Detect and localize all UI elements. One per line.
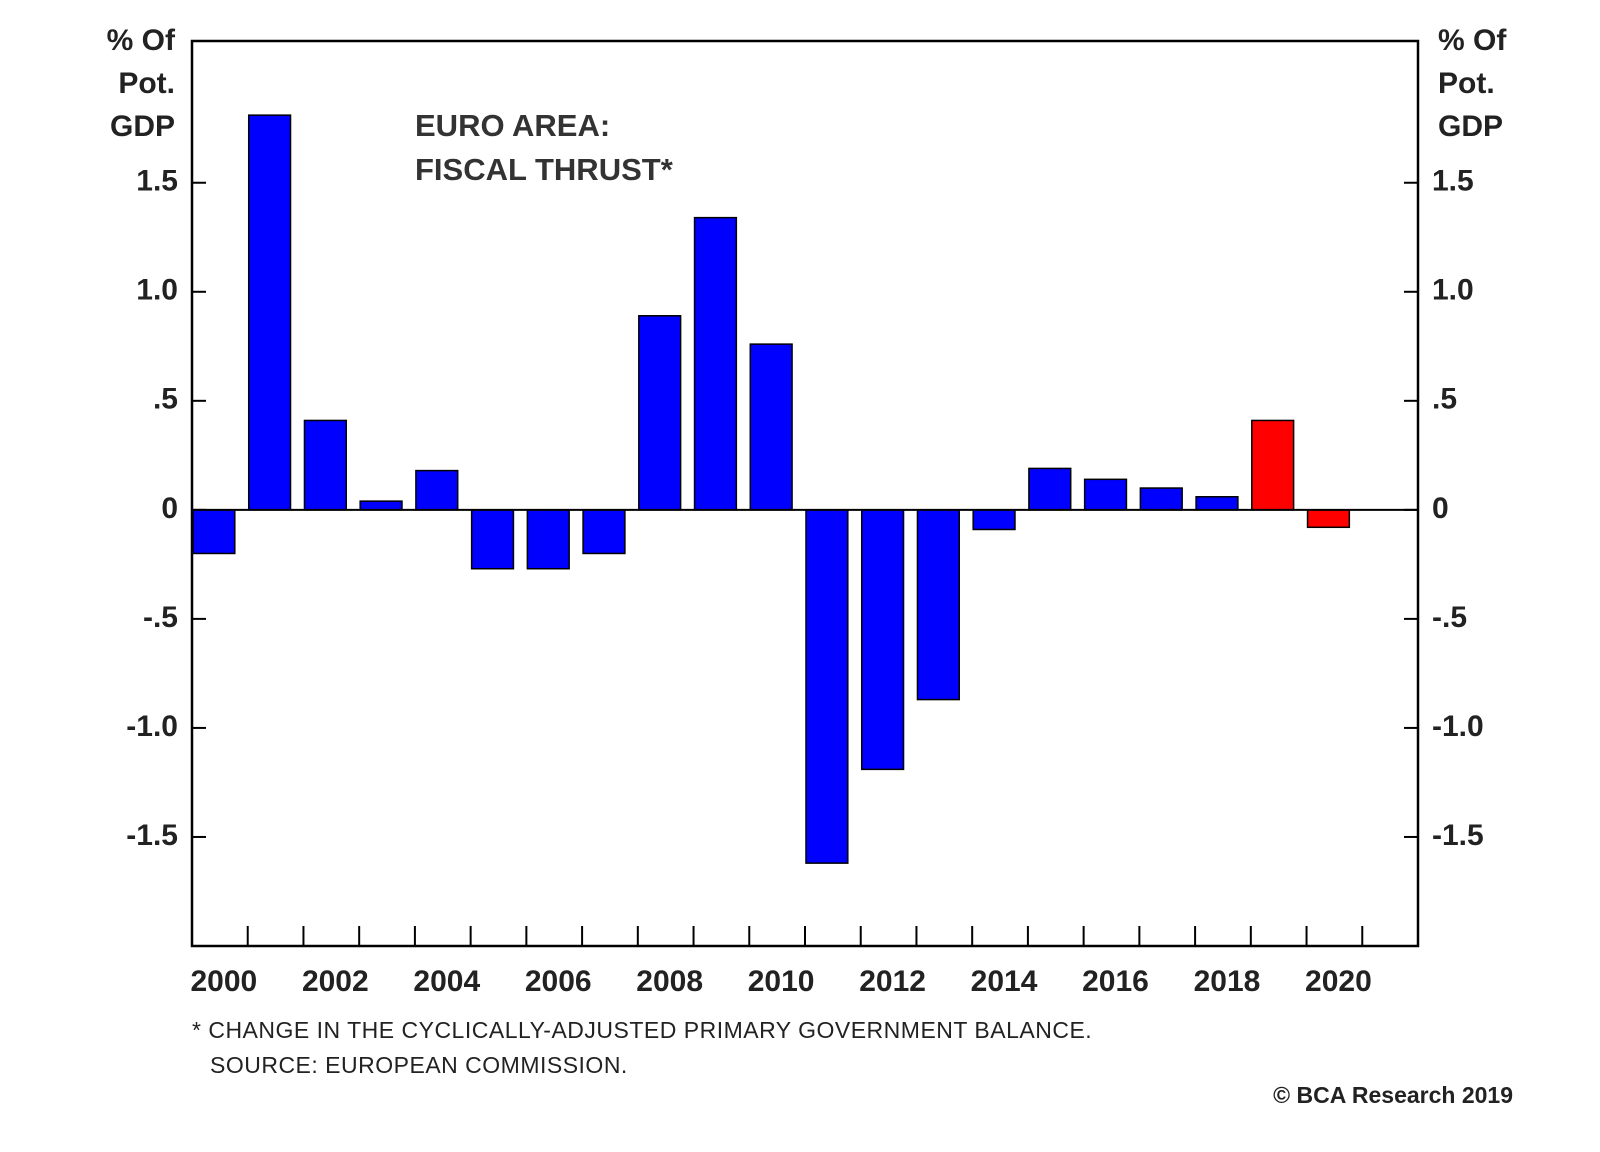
y-axis-label: % Of xyxy=(107,24,176,57)
x-tick-label: 2008 xyxy=(636,965,703,998)
bar xyxy=(359,500,403,511)
y-tick-label: 1.5 xyxy=(136,165,178,198)
x-tick-label: 2020 xyxy=(1305,965,1372,998)
y-axis-label: Pot. xyxy=(118,67,175,100)
bar xyxy=(749,343,793,511)
bar xyxy=(1306,509,1351,529)
plot-frame xyxy=(190,39,1420,948)
x-tick-label: 2004 xyxy=(413,965,480,998)
x-tick-label: 2014 xyxy=(971,965,1038,998)
y2-axis-label: GDP xyxy=(1438,110,1503,143)
bar xyxy=(247,114,292,511)
bar xyxy=(1028,467,1072,511)
x-tick-label: 2012 xyxy=(859,965,926,998)
bar xyxy=(582,509,626,555)
y-tick-label: .5 xyxy=(153,383,178,416)
credit: © BCA Research 2019 xyxy=(1273,1082,1513,1108)
y2-axis-label: Pot. xyxy=(1438,67,1495,100)
x-tick-label: 2000 xyxy=(190,965,257,998)
bar xyxy=(303,419,348,511)
y2-tick-label: -.5 xyxy=(1432,601,1467,634)
y2-tick-label: 0 xyxy=(1432,492,1449,525)
bar xyxy=(1139,487,1183,511)
footnote: * CHANGE IN THE CYCLICALLY-ADJUSTED PRIM… xyxy=(192,1017,1092,1043)
bar xyxy=(192,509,236,555)
footnote: SOURCE: EUROPEAN COMMISSION. xyxy=(210,1052,628,1078)
bar xyxy=(860,509,905,771)
bar xyxy=(638,315,682,511)
chart-title: EURO AREA: xyxy=(415,108,610,143)
bar xyxy=(1083,478,1128,511)
y2-tick-label: 1.5 xyxy=(1432,165,1474,198)
y2-tick-label: -1.5 xyxy=(1432,819,1484,852)
bar xyxy=(1195,496,1239,511)
y2-axis-label: % Of xyxy=(1438,24,1507,57)
y-tick-label: -1.5 xyxy=(126,819,178,852)
bar xyxy=(972,509,1016,531)
y2-tick-label: .5 xyxy=(1432,383,1457,416)
y2-tick-label: -1.0 xyxy=(1432,710,1484,743)
y-tick-label: 1.0 xyxy=(136,274,178,307)
bar xyxy=(470,509,515,570)
bar xyxy=(526,509,570,570)
bar xyxy=(693,216,738,511)
x-tick-label: 2018 xyxy=(1194,965,1261,998)
bar xyxy=(415,469,459,511)
x-tick-label: 2006 xyxy=(525,965,592,998)
x-tick-label: 2002 xyxy=(302,965,369,998)
chart-title: FISCAL THRUST* xyxy=(415,152,674,187)
x-tick-label: 2010 xyxy=(748,965,815,998)
y-tick-label: -.5 xyxy=(143,601,178,634)
bar xyxy=(916,509,960,701)
y-tick-label: 0 xyxy=(161,492,178,525)
bar xyxy=(1251,419,1295,511)
bar xyxy=(805,509,849,864)
y-axis-label: GDP xyxy=(110,110,175,143)
x-tick-label: 2016 xyxy=(1082,965,1149,998)
y-tick-label: -1.0 xyxy=(126,710,178,743)
y2-tick-label: 1.0 xyxy=(1432,274,1474,307)
